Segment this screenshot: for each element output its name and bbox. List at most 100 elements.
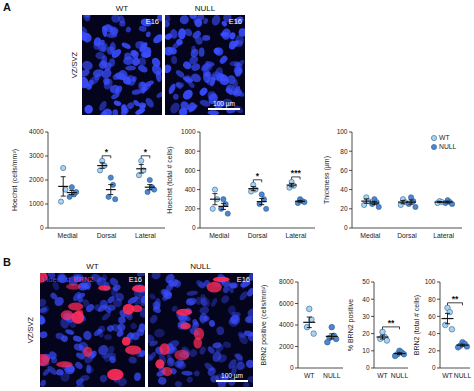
y-tick-label: 6000 — [279, 300, 294, 307]
nucleus — [111, 296, 124, 309]
nucleus — [73, 342, 84, 352]
nucleus — [40, 379, 47, 387]
nucleus — [121, 41, 132, 50]
y-tick-label: 400 — [185, 186, 196, 193]
error-cap — [108, 194, 113, 195]
plot-area — [442, 305, 470, 350]
chart: 01000200030004000Hoechst (cells/mm²)Medi… — [11, 128, 165, 239]
mean-line — [369, 202, 379, 203]
nucleus — [109, 84, 120, 94]
y-axis-label: BRN2 (total # cells) — [413, 295, 421, 355]
nucleus — [186, 290, 198, 296]
mean-line — [326, 336, 338, 337]
nucleus — [216, 353, 228, 364]
x-tick-label: WT — [304, 372, 315, 379]
mean-line — [136, 168, 146, 169]
nucleus — [182, 75, 194, 83]
legend-label: WT — [439, 134, 450, 141]
error-cap — [400, 200, 405, 201]
nucleus — [188, 15, 198, 20]
mean-line — [377, 336, 389, 337]
nucleus — [199, 315, 208, 321]
nucleus — [222, 285, 230, 294]
nucleus — [40, 297, 48, 308]
scale-bar-label: 100 µm — [221, 372, 243, 380]
y-tick — [295, 346, 298, 347]
x-axis — [440, 368, 470, 369]
y-tick — [349, 208, 352, 209]
nucleus — [247, 375, 253, 384]
error-cap — [251, 190, 256, 191]
nucleus — [227, 317, 239, 329]
data-point — [225, 211, 230, 216]
micrograph — [148, 273, 253, 387]
y-tick-label: 0 — [192, 224, 196, 231]
y-axis-label: % BRN2 positive — [347, 299, 355, 352]
nucleus — [243, 382, 249, 387]
y-tick-label: 4000 — [29, 128, 44, 135]
brn2-cell — [155, 359, 164, 368]
brn2-cell — [56, 361, 72, 367]
data-point — [221, 197, 226, 202]
y-axis — [200, 132, 201, 228]
nucleus — [151, 273, 162, 281]
data-point — [374, 199, 379, 204]
data-point — [69, 185, 74, 190]
nucleus — [131, 57, 142, 68]
y-axis-label: Hoechst (total # cells) — [166, 146, 174, 213]
nucleus — [93, 327, 104, 337]
data-point — [449, 327, 455, 333]
nucleus — [109, 27, 119, 37]
nucleus — [191, 318, 198, 326]
channel-name: BRN2 — [74, 275, 94, 284]
image-background — [82, 15, 162, 115]
mean-line — [248, 188, 258, 189]
error-cap — [372, 201, 377, 202]
y-tick-label: 30 — [362, 313, 370, 320]
nucleus — [46, 364, 58, 376]
y-axis-label: Thickness (µm) — [323, 156, 331, 204]
micrograph — [40, 273, 145, 387]
significance-label: *** — [291, 168, 302, 178]
nucleus — [72, 335, 82, 343]
y-tick — [437, 316, 440, 317]
image-background — [40, 273, 145, 387]
nucleus — [237, 331, 247, 340]
nucleus — [139, 102, 147, 108]
nucleus — [225, 87, 235, 96]
stage-label: E16 — [146, 17, 159, 26]
nucleus — [205, 64, 213, 72]
data-point — [370, 201, 375, 206]
y-tick — [45, 204, 48, 205]
nucleus — [222, 340, 232, 349]
nucleus — [112, 109, 118, 115]
y-tick — [45, 156, 48, 157]
data-point — [210, 206, 215, 211]
y-tick-label: 1000 — [29, 200, 44, 207]
nucleus — [128, 356, 138, 365]
y-tick-label: 100 — [425, 278, 436, 285]
y-tick-label: 10 — [362, 347, 370, 354]
nucleus — [86, 364, 91, 373]
data-point — [364, 195, 369, 200]
error-cap — [221, 209, 226, 210]
mean-line — [295, 201, 305, 202]
mean-line — [257, 201, 267, 202]
nucleus — [231, 85, 241, 96]
brn2-cell — [122, 337, 131, 346]
nucleus — [218, 54, 229, 65]
brn2-cell — [162, 367, 172, 376]
y-tick — [295, 325, 298, 326]
nucleus — [214, 343, 225, 354]
brn2-cell — [176, 309, 192, 316]
data-point — [212, 187, 217, 192]
nucleus — [129, 322, 138, 331]
y-tick — [437, 350, 440, 351]
y-tick-label: 600 — [185, 167, 196, 174]
x-axis — [200, 228, 315, 229]
y-tick — [437, 333, 440, 334]
image-background — [165, 15, 245, 115]
nucleus — [178, 15, 191, 26]
nucleus — [182, 60, 193, 70]
data-point — [251, 182, 256, 187]
